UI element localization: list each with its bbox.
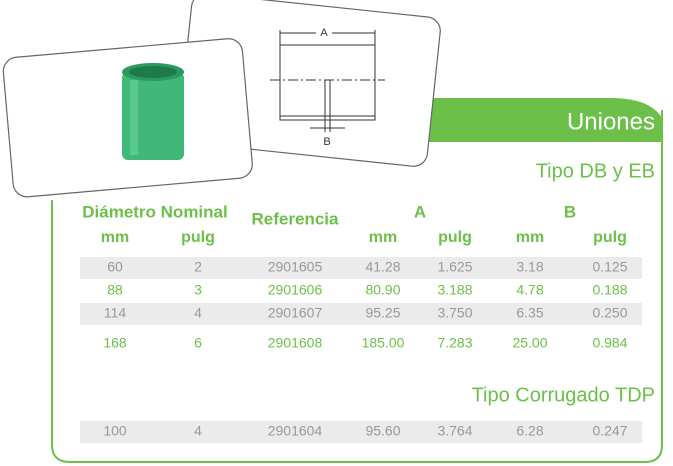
cell: 6.35 xyxy=(516,305,543,321)
group-header: A xyxy=(414,202,426,221)
diagram xyxy=(270,30,385,132)
cell: 2901608 xyxy=(268,335,323,351)
row-bg xyxy=(80,421,642,443)
banner xyxy=(385,98,662,142)
cell: 95.60 xyxy=(365,423,400,439)
sub-header: pulg xyxy=(438,229,472,246)
row-bg xyxy=(80,257,642,279)
cell: 3 xyxy=(194,282,202,298)
cell: 185.00 xyxy=(362,335,405,351)
row-bg xyxy=(80,303,642,325)
cell: 2901606 xyxy=(268,282,323,298)
frame xyxy=(51,110,663,463)
cell: 0.125 xyxy=(592,259,627,275)
product-photo xyxy=(122,63,184,160)
cell: 0.984 xyxy=(592,335,627,351)
cell: 3.188 xyxy=(437,282,472,298)
cell: 88 xyxy=(107,282,123,298)
cell: 100 xyxy=(103,423,127,439)
cell: 25.00 xyxy=(512,335,547,351)
group-header: B xyxy=(564,202,576,221)
cell: 0.247 xyxy=(592,423,627,439)
cell: 168 xyxy=(103,335,127,351)
cell: 0.188 xyxy=(592,282,627,298)
cell: 1.625 xyxy=(437,259,472,275)
sub-header: mm xyxy=(516,229,544,246)
cell: 3.750 xyxy=(437,305,472,321)
cell: 3.18 xyxy=(516,259,543,275)
cell: 2901607 xyxy=(268,305,323,321)
cell: 4 xyxy=(194,305,202,321)
cell: 0.250 xyxy=(592,305,627,321)
cell: 4.78 xyxy=(516,282,543,298)
cell: 2 xyxy=(194,259,202,275)
cell: 80.90 xyxy=(365,282,400,298)
cell: 7.283 xyxy=(437,335,472,351)
cell: 41.28 xyxy=(365,259,400,275)
cell: 2901604 xyxy=(268,423,323,439)
group-header: Diámetro Nominal xyxy=(82,202,227,221)
cell: 114 xyxy=(104,305,127,321)
sub-header: mm xyxy=(101,229,129,246)
cell: 95.25 xyxy=(365,305,400,321)
cell: 6.28 xyxy=(516,423,543,439)
label-b: B xyxy=(323,136,330,148)
label-a: A xyxy=(320,27,328,39)
sub-header: pulg xyxy=(181,229,215,246)
cell: 6 xyxy=(194,335,202,351)
section-title: Tipo DB y EB xyxy=(536,160,655,182)
cell: 3.764 xyxy=(437,423,472,439)
group-header: Referencia xyxy=(252,209,339,228)
cell: 60 xyxy=(107,259,123,275)
cell: 2901605 xyxy=(268,259,323,275)
sub-header: mm xyxy=(369,229,397,246)
section-title: Tipo Corrugado TDP xyxy=(472,384,655,406)
cell: 4 xyxy=(194,423,202,439)
sub-header: pulg xyxy=(593,229,627,246)
title: Uniones xyxy=(567,108,655,135)
